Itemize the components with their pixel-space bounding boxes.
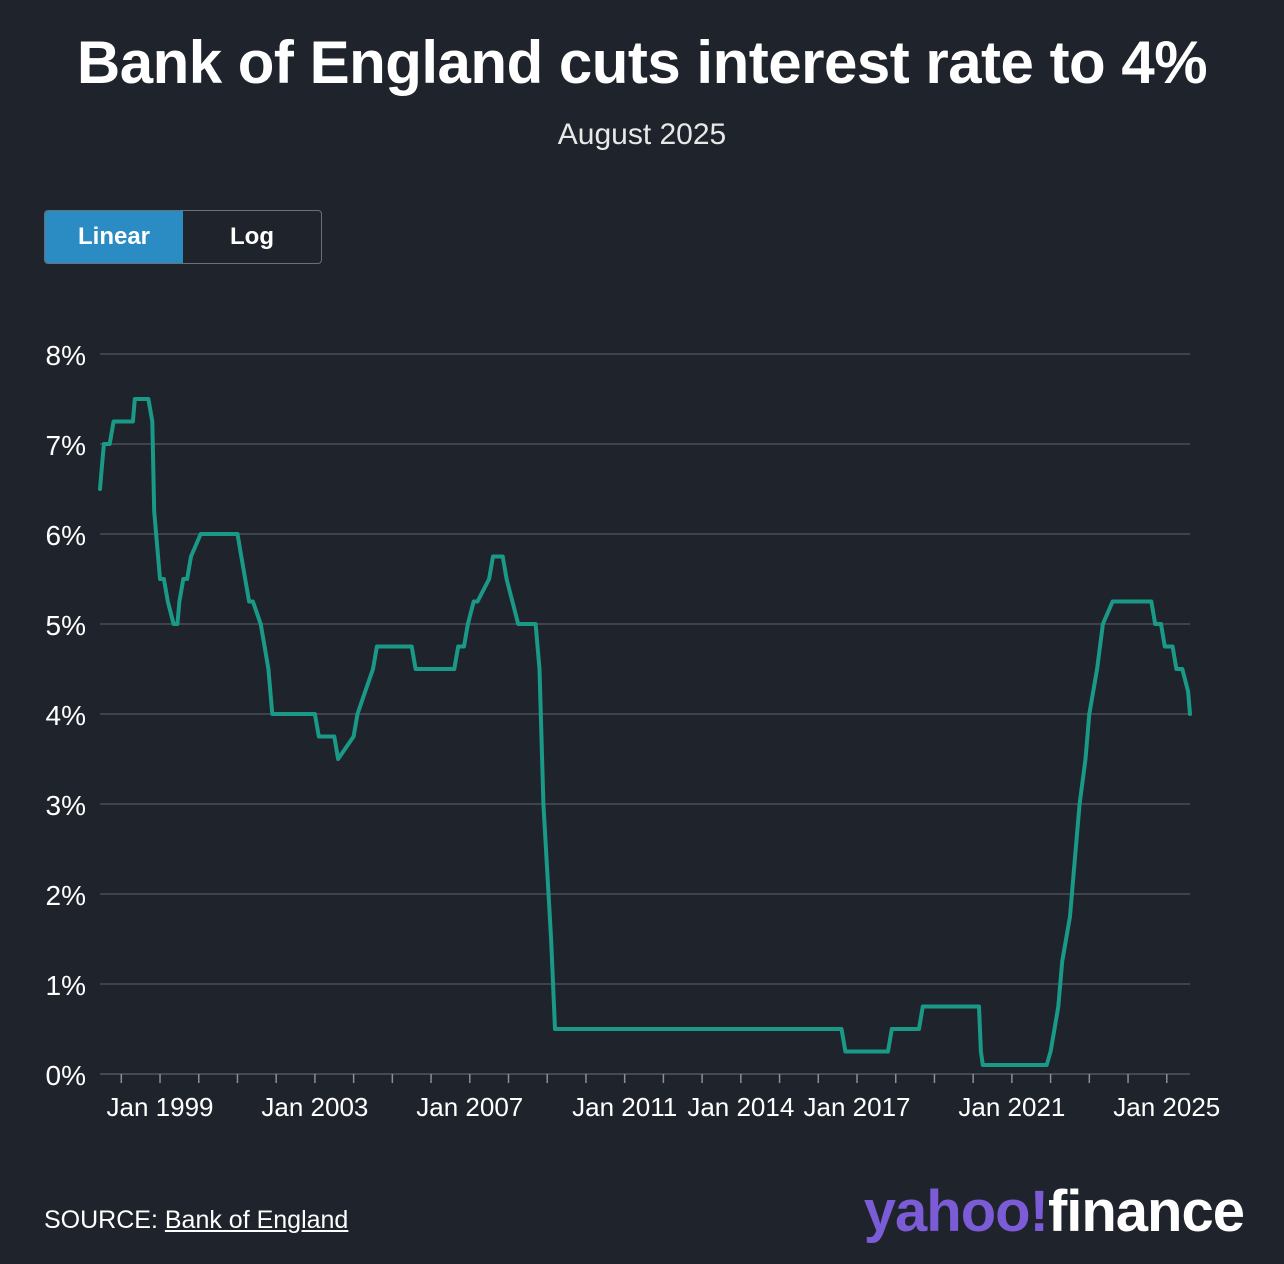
y-tick-label-6: 6% — [46, 520, 86, 551]
linear-scale-button[interactable]: Linear — [45, 211, 183, 263]
source-link[interactable]: Bank of England — [164, 1206, 349, 1234]
grid-lines — [100, 353, 1190, 1075]
y-tick-label-7: 7% — [46, 430, 86, 461]
logo-finance: finance — [1047, 1179, 1245, 1244]
x-tick-label-0: Jan 1999 — [107, 1092, 214, 1122]
source-prefix: SOURCE: — [44, 1206, 165, 1234]
y-tick-label-4: 4% — [46, 700, 86, 731]
source-note: SOURCE: Bank of England — [44, 1206, 348, 1235]
y-tick-label-1: 1% — [46, 970, 86, 1001]
y-tick-label-5: 5% — [46, 610, 86, 641]
x-tick-label-7: Jan 2025 — [1113, 1092, 1220, 1122]
x-tick-label-3: Jan 2011 — [572, 1092, 677, 1122]
yahoo-finance-logo: yahoo!finance — [863, 1178, 1245, 1245]
chart-title: Bank of England cuts interest rate to 4% — [76, 29, 1208, 96]
y-tick-label-3: 3% — [46, 790, 86, 821]
scale-toggle: Linear Log — [44, 210, 322, 264]
y-tick-label-8: 8% — [46, 340, 86, 371]
series-line-0 — [98, 397, 1192, 1067]
series-layer — [98, 397, 1192, 1067]
x-tick-label-2: Jan 2007 — [416, 1092, 523, 1122]
x-tick-label-5: Jan 2017 — [804, 1092, 911, 1122]
logo-bang: ! — [1029, 1179, 1049, 1244]
chart-subtitle: August 2025 — [557, 118, 727, 151]
x-tick-label-4: Jan 2014 — [687, 1092, 794, 1122]
y-tick-label-2: 2% — [46, 880, 86, 911]
x-axis: Jan 1999 Jan 2003 Jan 2007 Jan 2011 Jan 2014… — [100, 1073, 1220, 1122]
logo-yahoo: yahoo — [863, 1179, 1031, 1244]
y-tick-label-0: 0% — [46, 1060, 86, 1091]
interest-rate-chart: 0% 1% 2% 3% 4% 5% 6% 7% 8% Jan 1999 Jan 2003 Jan 2… — [46, 340, 1221, 1122]
y-axis-labels: 0% 1% 2% 3% 4% 5% 6% 7% 8% — [46, 340, 86, 1091]
x-tick-label-6: Jan 2021 — [958, 1092, 1065, 1122]
log-scale-button[interactable]: Log — [183, 211, 321, 263]
x-tick-label-1: Jan 2003 — [261, 1092, 368, 1122]
